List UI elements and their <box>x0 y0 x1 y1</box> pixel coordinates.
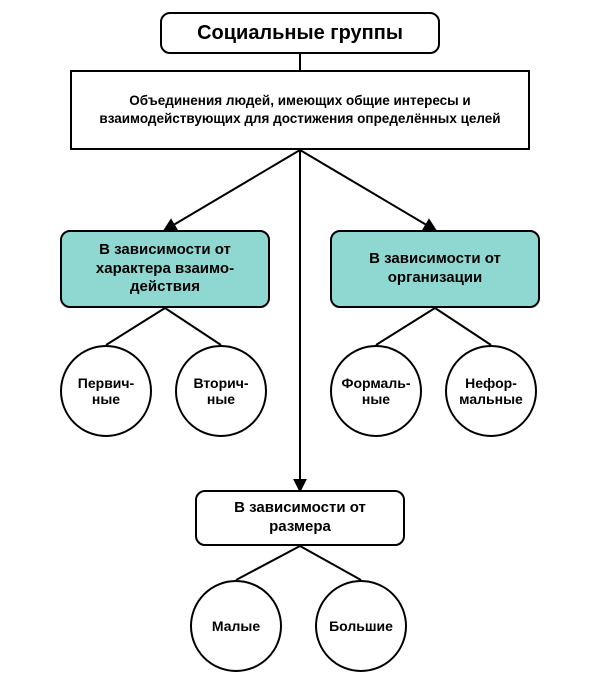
category-organization: В зависимости от организации <box>330 230 540 308</box>
category-organization-label: В зависимости от организации <box>342 250 528 288</box>
leaf-formal-label: Формаль-ные <box>336 375 416 407</box>
definition-text: Объединения людей, имеющих общие интерес… <box>82 92 518 128</box>
leaf-secondary: Вторич-ные <box>175 345 267 437</box>
category-interaction: В зависимости от характера взаимо-действ… <box>60 230 270 308</box>
leaf-large-label: Большие <box>329 618 393 634</box>
category-size-label: В зависимости от размера <box>207 499 393 537</box>
title-text: Социальные группы <box>197 22 403 45</box>
leaf-primary: Первич-ные <box>60 345 152 437</box>
leaf-secondary-label: Вторич-ные <box>181 375 261 407</box>
leaf-large: Большие <box>315 580 407 672</box>
title-box: Социальные группы <box>160 12 440 54</box>
leaf-informal: Нефор-мальные <box>445 345 537 437</box>
leaf-formal: Формаль-ные <box>330 345 422 437</box>
category-size: В зависимости от размера <box>195 490 405 546</box>
definition-box: Объединения людей, имеющих общие интерес… <box>70 70 530 150</box>
leaf-small-label: Малые <box>212 618 260 634</box>
leaf-primary-label: Первич-ные <box>66 375 146 407</box>
leaf-small: Малые <box>190 580 282 672</box>
category-interaction-label: В зависимости от характера взаимо-действ… <box>72 241 258 297</box>
leaf-informal-label: Нефор-мальные <box>451 375 531 407</box>
